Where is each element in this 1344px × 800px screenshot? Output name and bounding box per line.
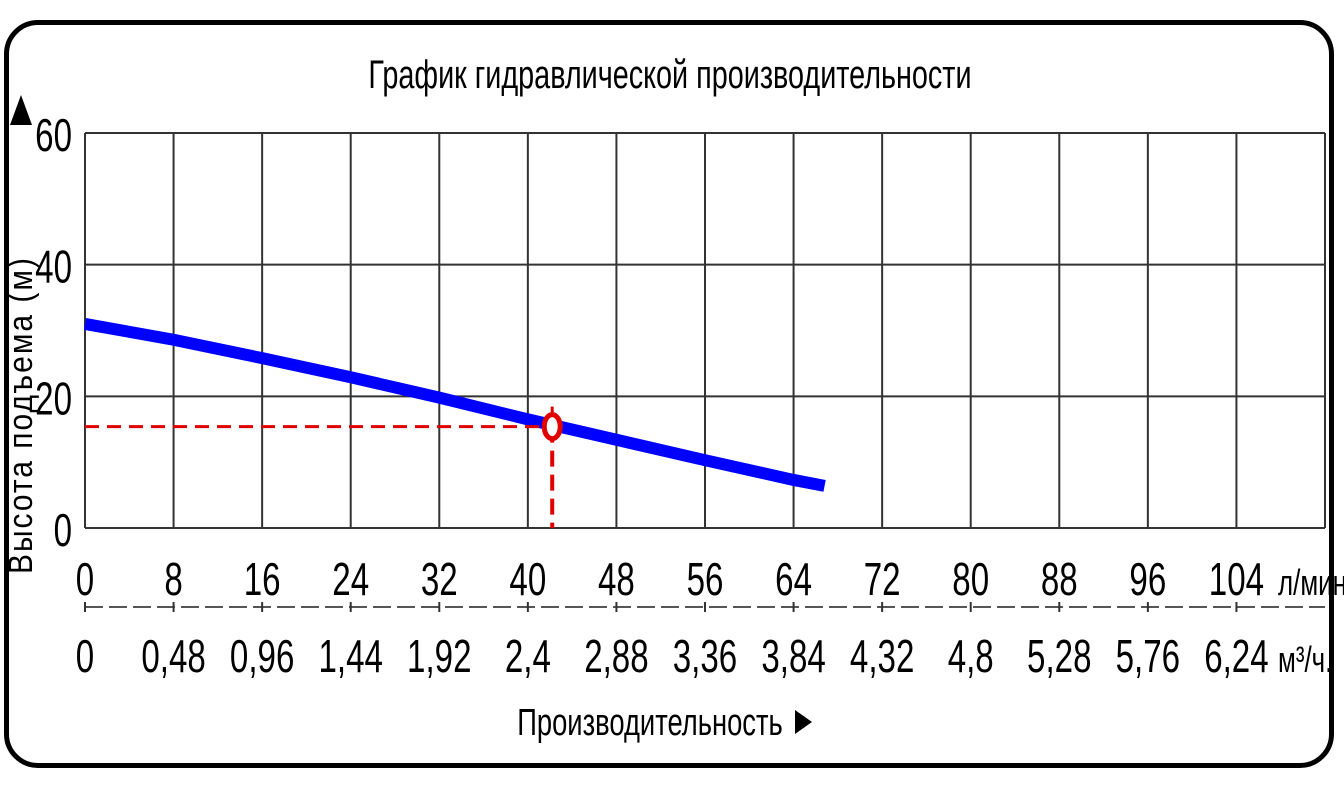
- x-tick-label-primary: 0: [76, 555, 94, 605]
- x-tick-label-primary: 72: [864, 555, 901, 605]
- operating-point-marker: [541, 412, 563, 442]
- chart-title: График гидравлической производительности: [368, 52, 971, 97]
- y-tick-label: 60: [35, 111, 72, 161]
- x-tick-label-secondary: 0,96: [230, 632, 294, 682]
- x-tick-label-secondary: 0,48: [141, 632, 205, 682]
- x-tick-label-primary: 96: [1129, 555, 1166, 605]
- x-tick-label-secondary: 1,44: [318, 632, 382, 682]
- y-tick-label: 0: [54, 506, 72, 556]
- x-tick-label-primary: 8: [164, 555, 182, 605]
- y-axis-label-group: Высота подъема (м): [1, 95, 39, 574]
- x-tick-label-primary: 56: [687, 555, 724, 605]
- y-tick-label: 20: [35, 374, 72, 424]
- x-tick-label-primary: 64: [775, 555, 812, 605]
- x-tick-label-primary: 32: [421, 555, 458, 605]
- x-tick-label-primary: 16: [244, 555, 281, 605]
- x-axis-arrow-icon: [795, 710, 812, 734]
- series-line: [83, 318, 826, 492]
- x-tick-label-secondary: 0: [76, 632, 94, 682]
- x-tick-label-secondary: 4,8: [948, 632, 994, 682]
- x-tick-label-secondary: 6,24: [1204, 632, 1268, 682]
- x-tick-label-primary: 48: [598, 555, 635, 605]
- y-axis-label: Высота подъема (м): [1, 256, 39, 574]
- x-tick-label-secondary: 5,28: [1027, 632, 1091, 682]
- tick-labels: 02040600080,48160,96241,44321,92402,4482…: [35, 111, 1344, 682]
- x-tick-label-secondary: 5,76: [1116, 632, 1180, 682]
- x-tick-label-primary: 80: [952, 555, 989, 605]
- x-tick-label-secondary: 1,92: [407, 632, 471, 682]
- x-tick-label-secondary: 3,84: [761, 632, 825, 682]
- x-tick-label-primary: 104: [1209, 555, 1264, 605]
- series-layer: [83, 318, 826, 528]
- x-tick-label-primary: 40: [509, 555, 546, 605]
- x-tick-label-secondary: 3,36: [673, 632, 737, 682]
- y-axis-arrow-icon: [10, 95, 32, 125]
- x-tick-label-secondary: 4,32: [850, 632, 914, 682]
- grid: [84, 132, 1326, 612]
- x-tick-label-secondary: 2,4: [505, 632, 551, 682]
- chart-frame: [4, 20, 1334, 768]
- x-tick-label-primary: 88: [1041, 555, 1078, 605]
- x-unit-primary: л/мин.: [1278, 563, 1344, 603]
- x-axis-label: Производительность: [517, 702, 783, 744]
- x-tick-label-secondary: 2,88: [584, 632, 648, 682]
- x-tick-label-primary: 24: [332, 555, 369, 605]
- y-tick-label: 40: [35, 242, 72, 292]
- x-unit-secondary: м³/ч.: [1278, 640, 1332, 680]
